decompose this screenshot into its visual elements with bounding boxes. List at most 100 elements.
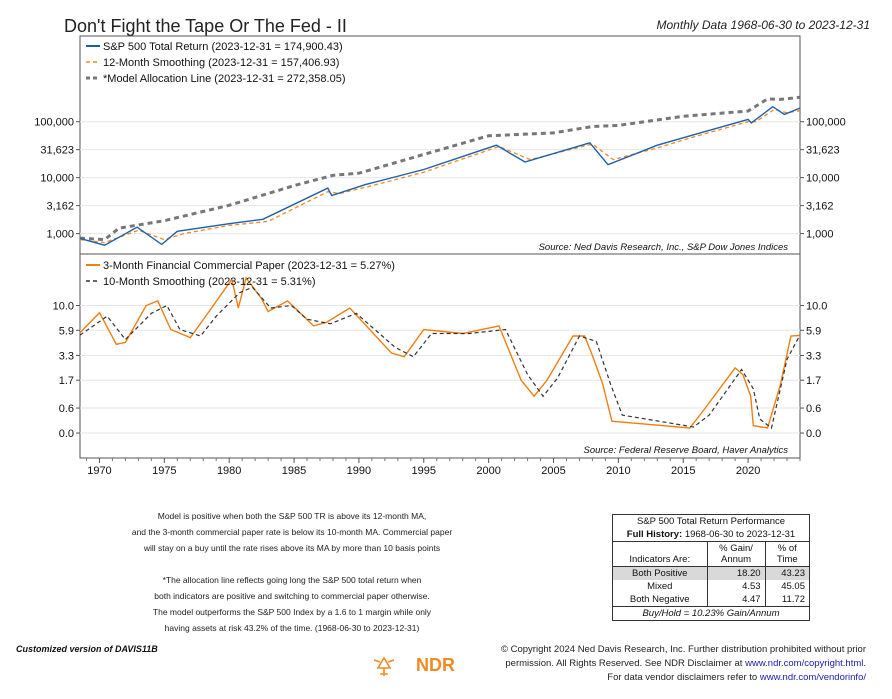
- y-tick-label-left: 3,162: [46, 201, 74, 213]
- note-spacer: [92, 556, 492, 572]
- copyright-line: permission. All Rights Reserved. See NDR…: [505, 658, 866, 669]
- vendor-info-link[interactable]: www.ndr.com/vendorinfo/: [759, 672, 866, 683]
- y-tick-label-left: 1,000: [46, 229, 74, 241]
- bottom-source: Source: Federal Reserve Board, Haver Ana…: [583, 445, 788, 456]
- note-line: both indicators are positive and switchi…: [154, 591, 430, 601]
- x-tick-label: 1985: [282, 465, 306, 477]
- y-tick-label-right: 10,000: [806, 173, 840, 185]
- bottom-panel-gridlines: [80, 305, 800, 434]
- y-tick-label-right: 1,000: [806, 229, 834, 241]
- row-label: Both Positive: [632, 568, 688, 579]
- note-line: Model is positive when both the S&P 500 …: [157, 511, 427, 521]
- chart-subtitle: Monthly Data 1968-06-30 to 2023-12-31: [656, 18, 870, 32]
- legend-allocation: *Model Allocation Line (2023-12-31 = 272…: [103, 73, 345, 85]
- top-panel-series: [79, 95, 801, 246]
- row-gain: 18.20: [706, 566, 766, 580]
- y-tick-label-left: 3.3: [59, 350, 74, 362]
- copyright-link[interactable]: www.ndr.com/copyright.html: [745, 658, 864, 669]
- row-time: 43.23: [764, 566, 809, 580]
- logo-text: NDR: [416, 655, 455, 675]
- bottom-panel-series: [79, 276, 801, 430]
- copyright-block: © Copyright 2024 Ned Davis Research, Inc…: [486, 643, 866, 685]
- y-tick-label-right: 3,162: [806, 201, 834, 213]
- col-gain-1: % Gain/: [719, 543, 753, 554]
- col-gain-2: Annum: [720, 554, 752, 565]
- col-indicators: Indicators Are:: [629, 554, 691, 565]
- col-time-1: % of: [777, 543, 797, 554]
- x-axis-ticks: 1970 1975 1980 1985 1990 1995 2000 2005 2010 2015…: [85, 458, 801, 477]
- performance-table-history: Full History: 1968-06-30 to 2023-12-31: [613, 528, 809, 542]
- x-tick-label: 1975: [152, 465, 176, 477]
- note-line: and the 3-month commercial paper rate is…: [131, 527, 453, 537]
- performance-table-title: S&P 500 Total Return Performance: [636, 516, 786, 527]
- legend-cp-rate: 3-Month Financial Commercial Paper (2023…: [103, 260, 395, 272]
- row-time: 11.72: [764, 593, 809, 607]
- bull-icon: [373, 656, 395, 676]
- top-panel-y-ticks: 1,000 1,000 3,162 3,162 10,000 10,000 31,623 31…: [34, 117, 846, 241]
- row-gain: 4.47: [706, 593, 766, 607]
- copyright-line: For data vendor disclaimers refer to www…: [607, 672, 866, 683]
- row-gain: 4.53: [706, 580, 766, 593]
- top-source: Source: Ned Davis Research, Inc., S&P Do…: [539, 242, 789, 253]
- row-label: Both Negative: [629, 594, 690, 605]
- note-line: will stay on a buy until the rate rises …: [143, 543, 441, 553]
- y-tick-label-right: 100,000: [806, 117, 846, 129]
- x-tick-label: 1970: [87, 465, 111, 477]
- series-10-month-smoothing: [79, 286, 801, 430]
- x-tick-label: 2015: [671, 465, 695, 477]
- y-tick-label-left: 10.0: [53, 301, 74, 313]
- legend-smoothing-bottom: 10-Month Smoothing (2023-12-31 = 5.31%): [103, 276, 316, 288]
- table-row: Both Negative 4.47 11.72: [613, 593, 809, 607]
- bottom-panel-frame: [79, 253, 801, 459]
- series-allocation-line: [79, 95, 801, 242]
- legend-smoothing-top: 12-Month Smoothing (2023-12-31 = 157,406…: [103, 57, 339, 69]
- y-tick-label-right: 10.0: [806, 301, 827, 313]
- performance-table: S&P 500 Total Return Performance Full Hi…: [612, 514, 810, 621]
- y-tick-label-right: 1.7: [806, 375, 821, 387]
- y-tick-label-right: 31,623: [806, 145, 840, 157]
- bottom-legend: 3-Month Financial Commercial Paper (2023…: [86, 260, 395, 288]
- row-time: 45.05: [764, 580, 809, 593]
- table-header-row: Indicators Are: % Gain/Annum % of Time: [613, 541, 809, 567]
- y-tick-label-left: 0.0: [59, 428, 74, 440]
- chart-area: 1,000 1,000 3,162 3,162 10,000 10,000 31,623 31…: [34, 35, 846, 477]
- y-tick-label-left: 0.6: [59, 403, 74, 415]
- note-line: *The allocation line reflects going long…: [162, 575, 422, 585]
- model-notes: Model is positive when both the S&P 500 …: [92, 508, 492, 636]
- note-line: The model outperforms the S&P 500 Index …: [152, 607, 432, 617]
- col-time-2: Time: [776, 554, 798, 565]
- x-tick-label: 2000: [476, 465, 500, 477]
- customized-label: Customized version of DAVIS11B: [16, 644, 158, 654]
- table-row: Mixed 4.53 45.05: [613, 580, 809, 593]
- y-tick-label-right: 0.6: [806, 403, 821, 415]
- y-tick-label-left: 31,623: [40, 145, 74, 157]
- y-tick-label-left: 10,000: [40, 173, 74, 185]
- y-tick-label-left: 5.9: [59, 325, 74, 337]
- performance-table-footer: Buy/Hold = 10.23% Gain/Annum: [613, 606, 809, 620]
- y-tick-label-left: 100,000: [34, 117, 74, 129]
- row-label: Mixed: [647, 581, 673, 592]
- x-tick-label: 2005: [541, 465, 565, 477]
- x-tick-label: 2020: [736, 465, 760, 477]
- y-tick-label-right: 5.9: [806, 325, 821, 337]
- legend-sp500: S&P 500 Total Return (2023-12-31 = 174,9…: [103, 41, 343, 53]
- bottom-panel-y-ticks: 0.0 0.0 0.6 0.6 1.7 1.7 3.3 3.3 5.9 5.9 10.0 10.0: [53, 301, 828, 441]
- history-label: Full History:: [626, 529, 683, 540]
- copyright-line: © Copyright 2024 Ned Davis Research, Inc…: [500, 644, 866, 655]
- chart-title: Don't Fight the Tape Or The Fed - II: [64, 16, 347, 36]
- series-sp500-total-return: [79, 105, 801, 246]
- y-tick-label-left: 1.7: [59, 375, 74, 387]
- x-tick-label: 2010: [606, 465, 630, 477]
- top-legend: S&P 500 Total Return (2023-12-31 = 174,9…: [86, 41, 345, 85]
- y-tick-label-right: 3.3: [806, 350, 821, 362]
- table-row: Both Positive 18.20 43.23: [613, 566, 809, 580]
- history-range: 1968-06-30 to 2023-12-31: [684, 529, 796, 540]
- x-tick-label: 1980: [217, 465, 241, 477]
- y-tick-label-right: 0.0: [806, 428, 821, 440]
- top-panel-gridlines: [80, 121, 800, 235]
- ndr-logo: NDR: [373, 655, 455, 676]
- series-12-month-smoothing: [79, 108, 800, 244]
- series-commercial-paper: [79, 276, 800, 429]
- x-tick-label: 1995: [412, 465, 436, 477]
- note-line: having assets at risk 43.2% of the time.…: [164, 623, 420, 633]
